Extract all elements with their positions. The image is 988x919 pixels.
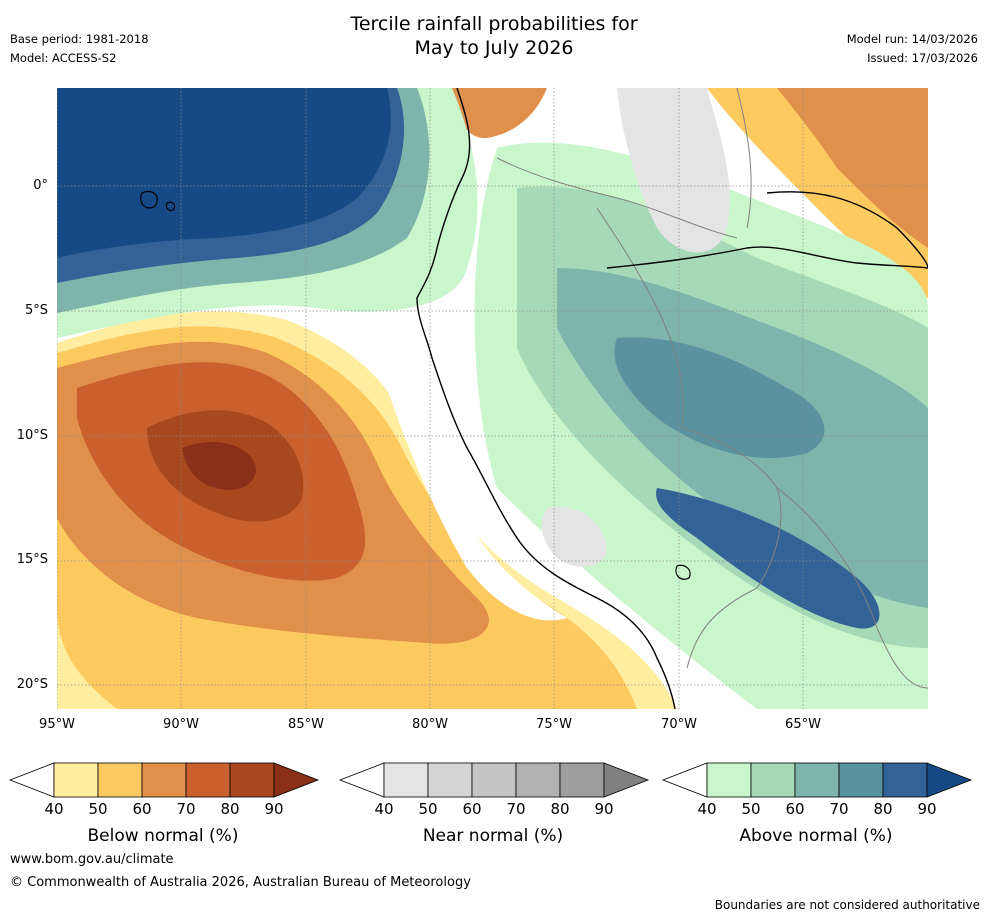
colorbar-below-normal — [8, 762, 320, 798]
lat-label-0: 0° — [33, 178, 48, 193]
rainfall-probability-map — [57, 88, 928, 709]
meta-left: Base period: 1981-2018 Model: ACCESS-S2 — [10, 30, 149, 68]
lat-label-10s: 10°S — [16, 428, 48, 443]
colorbar-near-tick: 90 — [594, 800, 614, 818]
colorbar-below-low-arrow — [8, 762, 55, 798]
colorbar-near-label: Near normal (%) — [422, 826, 564, 846]
footer-url: www.bom.gov.au/climate — [10, 852, 174, 867]
colorbar-near-tick: 60 — [462, 800, 482, 818]
colorbar-below-tick: 60 — [132, 800, 152, 818]
colorbar-near-segment — [427, 762, 473, 798]
lon-label-85w: 85°W — [288, 717, 324, 732]
colorbar-below-tick: 50 — [88, 800, 108, 818]
model-run: Model run: 14/03/2026 — [846, 32, 978, 46]
islands — [140, 190, 691, 580]
colorbar-near-tick: 40 — [374, 800, 394, 818]
colorbar-above-tick: 60 — [785, 800, 805, 818]
colorbar-above-segment — [838, 762, 884, 798]
colorbar-above-segment — [706, 762, 752, 798]
colorbar-near-normal — [338, 762, 650, 798]
model-name: Model: ACCESS-S2 — [10, 51, 117, 65]
colorbar-above-tick: 80 — [873, 800, 893, 818]
colorbar-above-tick: 70 — [829, 800, 849, 818]
lon-label-95w: 95°W — [39, 717, 75, 732]
colorbar-above-normal — [661, 762, 973, 798]
title-line-1: Tercile rainfall probabilities for — [350, 13, 638, 35]
below-normal-ne-60-region — [777, 88, 928, 248]
coastline — [416, 88, 928, 709]
base-period: Base period: 1981-2018 — [10, 32, 149, 46]
footer-copyright: © Commonwealth of Australia 2026, Austra… — [10, 875, 471, 890]
colorbar-below-segment — [97, 762, 143, 798]
above-normal-continent-70-region — [614, 337, 825, 459]
colorbar-near-segment — [515, 762, 561, 798]
above-normal-90-region — [57, 88, 391, 258]
lon-label-70w: 70°W — [661, 717, 697, 732]
colorbar-near-segment — [471, 762, 517, 798]
colorbar-near-tick: 80 — [550, 800, 570, 818]
colorbar-above-segment — [794, 762, 840, 798]
colorbar-below-segment — [53, 762, 99, 798]
probability-fields — [57, 88, 928, 709]
colorbar-near-segment — [383, 762, 429, 798]
colorbars — [8, 762, 973, 798]
country-borders — [496, 88, 928, 689]
near-normal-patch-north — [617, 88, 730, 253]
colorbar-above-tick: 40 — [697, 800, 717, 818]
lat-label-20s: 20°S — [16, 677, 48, 692]
colorbar-above-tick: 50 — [741, 800, 761, 818]
colorbar-above-label: Above normal (%) — [739, 826, 893, 846]
colorbar-above-low-arrow — [661, 762, 708, 798]
colorbar-near-tick: 70 — [506, 800, 526, 818]
below-normal-n-coast-region — [452, 88, 547, 139]
galapagos-island-1 — [140, 190, 158, 209]
grid-lines — [57, 88, 928, 709]
colorbar-near-segment — [559, 762, 605, 798]
lon-label-80w: 80°W — [412, 717, 448, 732]
colorbar-below-tick: 80 — [220, 800, 240, 818]
colorbar-below-segment — [141, 762, 187, 798]
below-normal-90-region — [182, 442, 256, 490]
colorbar-near-tick: 50 — [418, 800, 438, 818]
lon-label-65w: 65°W — [785, 717, 821, 732]
colorbar-below-segment — [185, 762, 231, 798]
lon-label-75w: 75°W — [536, 717, 572, 732]
issued-date: Issued: 17/03/2026 — [867, 51, 978, 65]
colorbar-near-high-arrow — [603, 762, 650, 798]
colorbar-below-tick: 70 — [176, 800, 196, 818]
lake-titicaca — [675, 564, 691, 580]
title-line-2: May to July 2026 — [414, 37, 574, 59]
colorbar-below-tick: 40 — [44, 800, 64, 818]
neutral-coastal-strip — [387, 338, 567, 621]
meta-right: Model run: 14/03/2026 Issued: 17/03/2026 — [847, 30, 978, 68]
lat-label-5s: 5°S — [24, 303, 48, 318]
colorbar-above-tick: 90 — [917, 800, 937, 818]
lat-label-15s: 15°S — [16, 552, 48, 567]
colorbar-below-segment — [229, 762, 275, 798]
footer-disclaimer: Boundaries are not considered authoritat… — [714, 898, 980, 912]
lon-label-90w: 90°W — [163, 717, 199, 732]
chart-title: Tercile rainfall probabilities for May t… — [0, 12, 988, 60]
near-normal-patch-south — [541, 507, 607, 567]
above-normal-se-70-region — [656, 488, 880, 629]
colorbar-below-label: Below normal (%) — [87, 826, 239, 846]
galapagos-island-2 — [165, 201, 176, 212]
colorbar-above-segment — [882, 762, 928, 798]
colorbar-near-low-arrow — [338, 762, 385, 798]
colorbar-above-high-arrow — [926, 762, 973, 798]
colorbar-above-segment — [750, 762, 796, 798]
colorbar-below-tick: 90 — [264, 800, 284, 818]
colorbar-below-high-arrow — [273, 762, 320, 798]
